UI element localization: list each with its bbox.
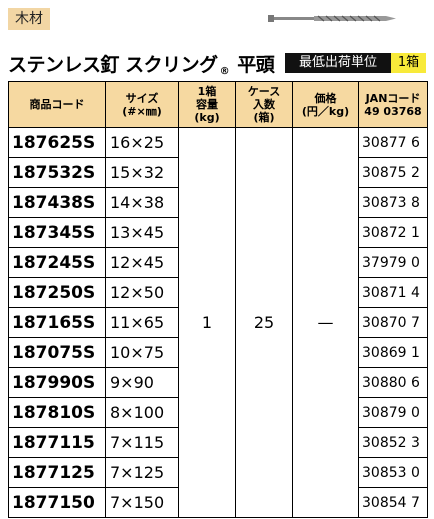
jan-code: 30852 3 xyxy=(358,427,428,458)
header-line: 商品コード xyxy=(29,98,85,111)
product-code: 187532S xyxy=(8,157,106,188)
table-row: 187075S 10×75 30869 1 xyxy=(8,337,428,368)
product-code: 187075S xyxy=(8,337,106,368)
jan-code: 30869 1 xyxy=(358,337,428,368)
size: 9×90 xyxy=(105,367,179,398)
header-line: (kg) xyxy=(194,111,220,124)
min-unit-label: 最低出荷単位 xyxy=(285,53,391,73)
size: 11×65 xyxy=(105,307,179,338)
header-line: 49 03768 xyxy=(364,104,422,118)
size: 15×32 xyxy=(105,157,179,188)
table-row: 187438S 14×38 30873 8 xyxy=(8,187,428,218)
header-line: 入数 xyxy=(253,98,275,111)
product-code: 187250S xyxy=(8,277,106,308)
product-code: 187810S xyxy=(8,397,106,428)
size: 16×25 xyxy=(105,127,179,158)
header-line: 1箱 xyxy=(197,85,217,98)
header-line: 容量 xyxy=(196,98,218,111)
category-tag: 木材 xyxy=(8,8,50,30)
table-row: 187532S 15×32 30875 2 xyxy=(8,157,428,188)
table-row: 187245S 12×45 37979 0 xyxy=(8,247,428,278)
product-code: 1877125 xyxy=(8,457,106,488)
jan-code: 30871 4 xyxy=(358,277,428,308)
product-code: 187345S xyxy=(8,217,106,248)
size: 8×100 xyxy=(105,397,179,428)
jan-code: 30870 7 xyxy=(358,307,428,338)
header-cell: 価格 (円／kg) xyxy=(292,81,359,128)
table-row: 187345S 13×45 30872 1 xyxy=(8,217,428,248)
header-row: 商品コード サイズ (#×㎜) 1箱 容量 (kg) ケース 入数 (箱) 価格 (円／kg) JAN… xyxy=(8,81,428,128)
title: ステンレス釘 スクリング ® 平頭 xyxy=(8,50,275,77)
jan-code: 30875 2 xyxy=(358,157,428,188)
size: 10×75 xyxy=(105,337,179,368)
jan-code: 30854 7 xyxy=(358,487,428,518)
header-line: 価格 xyxy=(314,91,337,105)
title-main: ステンレス釘 スクリング xyxy=(8,54,218,76)
product-table: 商品コード サイズ (#×㎜) 1箱 容量 (kg) ケース 入数 (箱) 価格 (円／kg) JAN… xyxy=(8,81,428,518)
product-code: 1877115 xyxy=(8,427,106,458)
table-row: 187165S 11×65 30870 7 xyxy=(8,307,428,338)
table-row: 187810S 8×100 30879 0 xyxy=(8,397,428,428)
product-code: 187165S xyxy=(8,307,106,338)
header-cell: 商品コード xyxy=(8,81,106,128)
registered-mark: ® xyxy=(219,66,230,77)
product-code: 187245S xyxy=(8,247,106,278)
table-row: 1877150 7×150 30854 7 xyxy=(8,487,428,518)
jan-code: 30877 6 xyxy=(358,127,428,158)
table-row: 1877115 7×115 30852 3 xyxy=(8,427,428,458)
min-unit-value: 1箱 xyxy=(391,53,426,73)
jan-code: 30872 1 xyxy=(358,217,428,248)
product-code: 187625S xyxy=(8,127,106,158)
header-line: (円／kg) xyxy=(301,104,350,118)
header-line: ケース xyxy=(247,85,281,98)
size: 7×125 xyxy=(105,457,179,488)
table-body: 187625S 16×25 1 25—30877 6 187532S 15×32 30875… xyxy=(8,127,428,518)
case-quantity: 25 xyxy=(235,127,293,518)
header-cell: JANコード 49 03768 xyxy=(358,81,428,128)
price: — xyxy=(292,127,359,518)
table-row: 187990S 9×90 30880 6 xyxy=(8,367,428,398)
product-code: 187990S xyxy=(8,367,106,398)
jan-code: 37979 0 xyxy=(358,247,428,278)
header-cell: サイズ (#×㎜) xyxy=(105,81,179,128)
product-code: 187438S xyxy=(8,187,106,218)
size: 13×45 xyxy=(105,217,179,248)
product-code: 1877150 xyxy=(8,487,106,518)
weight: 1 xyxy=(178,127,236,518)
jan-code: 30853 0 xyxy=(358,457,428,488)
size: 12×45 xyxy=(105,247,179,278)
size: 7×115 xyxy=(105,427,179,458)
table-row: 187625S 16×25 1 25—30877 6 xyxy=(8,127,428,518)
header-line: (#×㎜) xyxy=(122,104,162,118)
header-line: (箱) xyxy=(253,111,275,124)
table-row: 1877125 7×125 30853 0 xyxy=(8,457,428,488)
size: 12×50 xyxy=(105,277,179,308)
jan-code: 30880 6 xyxy=(358,367,428,398)
nail-image xyxy=(268,15,396,22)
header-line: JANコード xyxy=(365,91,421,105)
header-cell: ケース 入数 (箱) xyxy=(235,81,293,128)
jan-code: 30879 0 xyxy=(358,397,428,428)
size: 7×150 xyxy=(105,487,179,518)
header-line: サイズ xyxy=(125,91,159,105)
title-suffix: 平頭 xyxy=(237,54,275,76)
header-cell: 1箱 容量 (kg) xyxy=(178,81,236,128)
size: 14×38 xyxy=(105,187,179,218)
jan-code: 30873 8 xyxy=(358,187,428,218)
table-row: 187250S 12×50 30871 4 xyxy=(8,277,428,308)
